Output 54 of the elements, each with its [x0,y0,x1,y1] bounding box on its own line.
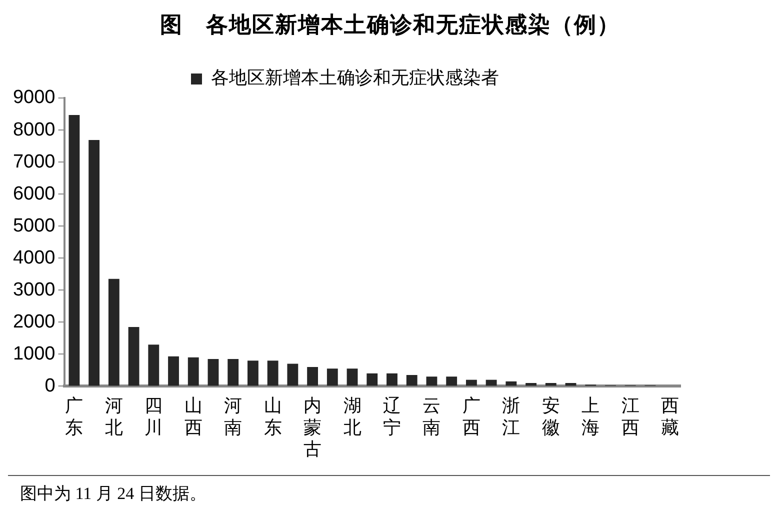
bar [486,380,497,386]
y-tick-label: 7000 [12,151,56,172]
y-tick-label: 9000 [12,87,56,108]
x-tick-label: 河北 [104,396,123,438]
x-tick-label: 上海 [582,396,600,438]
bar [386,373,398,386]
x-tick-label: 山西 [184,396,202,438]
bar [406,374,418,386]
bar [287,364,298,386]
bar [148,344,160,386]
x-tick-label: 辽宁 [382,396,401,438]
bar [188,357,199,386]
bar [346,368,358,386]
bar [466,380,477,386]
x-tick-label: 安徽 [542,396,560,438]
bar [267,360,278,386]
bar [307,366,318,386]
bar [326,368,338,386]
bar [88,140,100,386]
bar [128,326,140,386]
legend-label: 各地区新增本土确诊和无症状感染者 [211,68,499,88]
y-tick-label: 5000 [12,215,56,236]
bar [446,376,458,386]
x-tick-label: 江西 [621,396,640,438]
bar [208,358,219,386]
y-tick-label: 1000 [12,343,56,364]
x-tick-label: 浙江 [502,396,520,438]
x-tick-label: 广东 [65,396,84,438]
chart-title: 图 各地区新增本土确诊和无症状感染（例） [159,11,621,39]
x-tick-label: 湖北 [343,396,362,438]
bar [168,356,179,386]
bar [426,376,438,386]
bar [108,278,120,386]
x-tick-label: 山东 [264,396,282,438]
y-tick-label: 6000 [12,183,56,204]
bar [526,383,536,386]
bar [68,114,80,386]
bar [248,360,258,386]
y-tick-label: 8000 [12,119,56,140]
bar [366,373,378,386]
x-tick-label: 广西 [462,396,480,438]
x-tick-label: 云南 [422,396,441,438]
y-tick-label: 4000 [12,247,56,268]
bar [545,383,556,386]
x-tick-label: 内蒙古 [304,396,322,459]
y-tick-label: 0 [44,375,56,396]
x-tick-label: 西藏 [661,396,680,438]
y-tick-label: 3000 [12,279,56,300]
bar [228,358,239,386]
x-tick-label: 四川 [144,396,163,438]
bar [506,381,517,386]
text: 图中为 11 月 24 日数据。 [20,483,206,505]
y-tick-label: 2000 [12,311,56,332]
x-tick-label: 河南 [224,396,242,438]
